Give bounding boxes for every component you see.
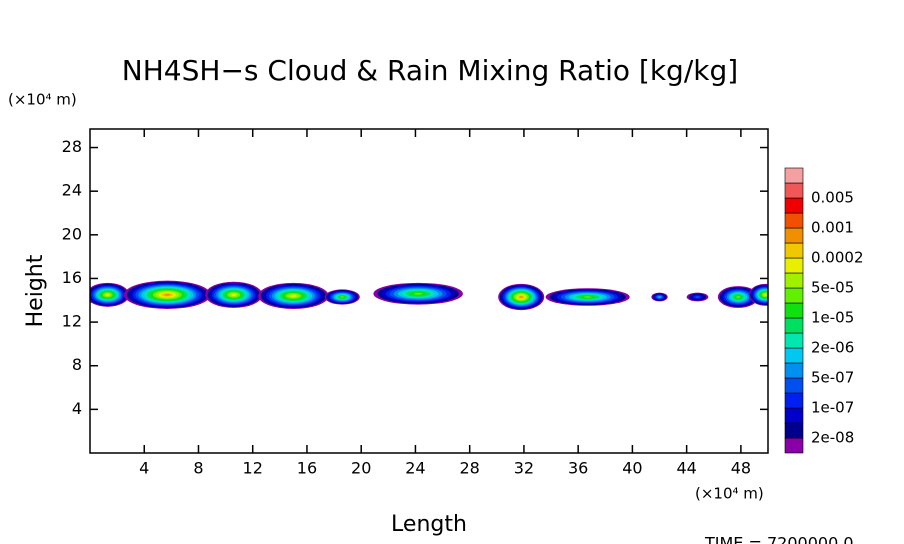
y-tick-label: 12 — [62, 312, 82, 331]
colorbar-box — [784, 212, 804, 229]
colorbar-box — [784, 362, 804, 379]
colorbar-box — [784, 422, 804, 439]
colorbar-box — [784, 272, 804, 289]
contour-band — [583, 296, 592, 298]
contour-band — [164, 293, 171, 296]
colorbar-box — [784, 182, 804, 199]
x-tick-label: 44 — [676, 459, 696, 478]
colorbar-label: 0.0002 — [811, 249, 864, 267]
colorbar-label: 0.001 — [811, 219, 854, 237]
x-tick-label: 8 — [193, 459, 203, 478]
colorbar-label: 0.005 — [811, 189, 854, 207]
y-tick-label: 4 — [72, 399, 82, 418]
x-tick-label: 28 — [460, 459, 480, 478]
contour-band — [290, 294, 297, 297]
colorbar-label: 1e-07 — [811, 399, 854, 417]
colorbar-box — [784, 347, 804, 364]
footer: TIME = 7200000.0 — [704, 534, 854, 544]
colorbar-box — [784, 167, 804, 184]
colorbar-label: 5e-05 — [811, 279, 854, 297]
colorbar-label: 2e-08 — [811, 429, 854, 447]
x-unit: (×10⁴ m) — [695, 485, 764, 503]
contour-band — [340, 296, 344, 298]
colorbar-label: 2e-06 — [811, 339, 854, 357]
contour-band — [519, 296, 523, 298]
x-tick-label: 40 — [622, 459, 642, 478]
x-axis-label: Length — [391, 512, 467, 537]
x-tick-label: 36 — [568, 459, 588, 478]
colorbar-box — [784, 302, 804, 319]
contour-band — [414, 292, 423, 295]
x-tick-label: 16 — [297, 459, 317, 478]
colorbar-box — [784, 332, 804, 349]
colorbar-box — [784, 287, 804, 304]
y-axis-label: Height — [23, 254, 48, 327]
colorbar-box — [784, 197, 804, 214]
x-tick-label: 48 — [731, 459, 751, 478]
x-tick-label: 24 — [405, 459, 425, 478]
y-tick-label: 16 — [62, 268, 82, 287]
contour-band — [231, 293, 236, 296]
contour-band — [105, 293, 110, 296]
y-tick-label: 8 — [72, 355, 82, 374]
y-tick-label: 28 — [62, 137, 82, 156]
x-tick-label: 4 — [139, 459, 149, 478]
chart-title: NH4SH−s Cloud & Rain Mixing Ratio [kg/kg… — [122, 54, 738, 87]
x-tick-label: 20 — [351, 459, 371, 478]
x-tick-label: 12 — [243, 459, 263, 478]
colorbar-box — [784, 437, 804, 454]
colorbar-box — [784, 377, 804, 394]
colorbar-box — [784, 242, 804, 259]
y-unit: (×10⁴ m) — [8, 91, 77, 109]
contour-band — [658, 296, 661, 298]
colorbar-label: 5e-07 — [811, 369, 854, 387]
y-tick-label: 20 — [62, 224, 82, 243]
colorbar-label: 1e-05 — [811, 309, 854, 327]
field — [90, 280, 768, 311]
colorbar-box — [784, 317, 804, 334]
colorbar-box — [784, 257, 804, 274]
y-tick-label: 24 — [62, 181, 82, 200]
colorbar-box — [784, 227, 804, 244]
contour-band — [736, 296, 741, 298]
x-tick-label: 32 — [514, 459, 534, 478]
contour-band — [695, 296, 700, 298]
colorbar-box — [784, 392, 804, 409]
colorbar-box — [784, 407, 804, 424]
plot-frame — [89, 128, 769, 454]
contour-band — [764, 293, 767, 296]
